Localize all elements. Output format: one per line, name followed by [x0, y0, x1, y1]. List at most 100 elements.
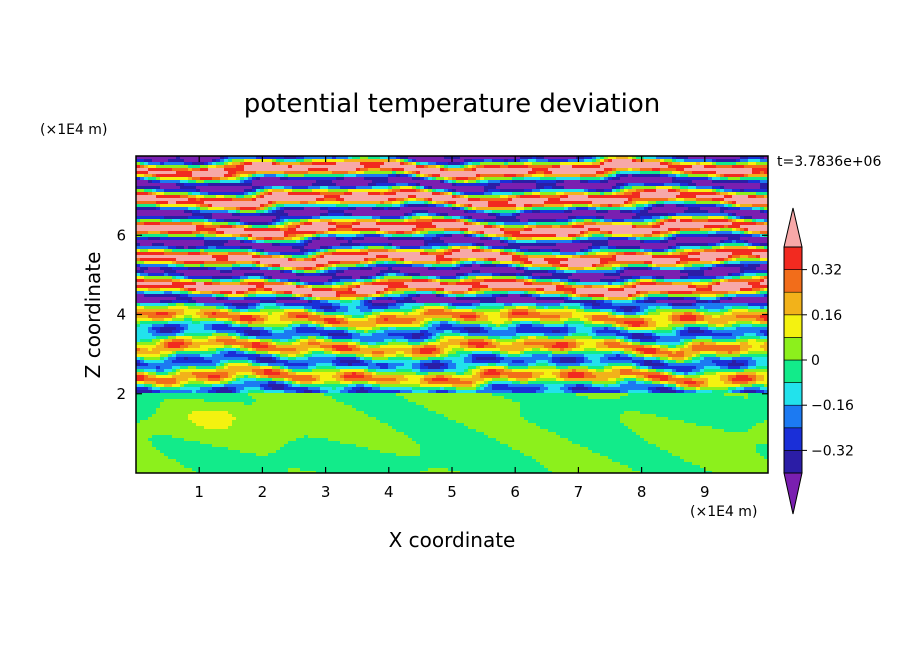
- field-cell: [312, 186, 317, 190]
- field-cell: [468, 219, 473, 223]
- field-cell: [588, 192, 593, 196]
- field-cell: [360, 177, 365, 181]
- field-cell: [664, 192, 669, 196]
- field-cell: [720, 246, 725, 250]
- field-cell: [644, 243, 649, 247]
- field-cell: [616, 168, 621, 172]
- field-cell: [732, 174, 737, 178]
- field-cell: [144, 186, 149, 190]
- field-cell: [480, 192, 485, 196]
- field-cell: [324, 159, 329, 163]
- field-cell: [444, 201, 449, 205]
- field-cell: [352, 186, 357, 190]
- field-cell: [696, 177, 701, 181]
- field-cell: [244, 162, 249, 166]
- field-cell: [420, 192, 425, 196]
- field-cell: [188, 213, 193, 217]
- field-cell: [680, 231, 685, 235]
- field-cell: [324, 186, 329, 190]
- field-cell: [580, 246, 585, 250]
- field-cell: [216, 243, 221, 247]
- field-cell: [148, 204, 153, 208]
- field-cell: [456, 201, 461, 205]
- field-cell: [196, 228, 201, 232]
- field-cell: [728, 165, 733, 169]
- field-cell: [336, 204, 341, 208]
- field-cell: [536, 183, 541, 187]
- field-cell: [604, 159, 609, 163]
- field-cell: [388, 228, 393, 232]
- field-cell: [192, 231, 197, 235]
- field-cell: [660, 201, 665, 205]
- field-cell: [532, 156, 537, 160]
- field-cell: [468, 228, 473, 232]
- field-cell: [156, 174, 161, 178]
- field-cell: [388, 168, 393, 172]
- field-cell: [764, 180, 768, 184]
- field-cell: [456, 240, 461, 244]
- field-cell: [356, 198, 361, 202]
- field-cell: [260, 225, 265, 229]
- field-cell: [720, 189, 725, 193]
- field-cell: [316, 174, 321, 178]
- field-cell: [172, 192, 177, 196]
- field-cell: [744, 231, 749, 235]
- field-cell: [148, 213, 153, 217]
- field-cell: [708, 204, 713, 208]
- field-cell: [276, 246, 281, 250]
- field-cell: [148, 165, 153, 169]
- field-cell: [136, 183, 141, 187]
- field-cell: [448, 234, 453, 238]
- field-cell: [432, 156, 437, 160]
- field-cell: [668, 207, 673, 211]
- field-cell: [748, 246, 753, 250]
- field-cell: [136, 237, 141, 241]
- field-cell: [516, 234, 521, 238]
- field-cell: [460, 228, 465, 232]
- field-cell: [548, 189, 553, 193]
- field-cell: [256, 225, 261, 229]
- field-cell: [640, 207, 645, 211]
- field-cell: [336, 228, 341, 232]
- field-cell: [764, 240, 768, 244]
- field-cell: [612, 237, 617, 241]
- field-cell: [136, 198, 141, 202]
- field-cell: [312, 168, 317, 172]
- field-cell: [288, 192, 293, 196]
- field-cell: [432, 216, 437, 220]
- field-cell: [184, 183, 189, 187]
- field-cell: [216, 216, 221, 220]
- field-cell: [220, 225, 225, 229]
- field-cell: [344, 156, 349, 160]
- field-cell: [672, 168, 677, 172]
- field-cell: [396, 207, 401, 211]
- field-cell: [616, 207, 621, 211]
- field-cell: [448, 168, 453, 172]
- field-cell: [340, 246, 345, 250]
- field-cell: [484, 240, 489, 244]
- field-cell: [680, 156, 685, 160]
- field-cell: [192, 249, 197, 253]
- field-cell: [148, 162, 153, 166]
- field-cell: [540, 243, 545, 247]
- field-cell: [336, 207, 341, 211]
- field-cell: [184, 213, 189, 217]
- field-cell: [616, 159, 621, 163]
- field-cell: [720, 156, 725, 160]
- field-cell: [248, 234, 253, 238]
- field-cell: [280, 192, 285, 196]
- field-cell: [580, 198, 585, 202]
- field-cell: [184, 171, 189, 175]
- field-cell: [524, 228, 529, 232]
- field-cell: [764, 189, 768, 193]
- field-cell: [404, 246, 409, 250]
- field-cell: [636, 213, 641, 217]
- field-cell: [292, 165, 297, 169]
- field-cell: [264, 222, 269, 226]
- field-cell: [640, 222, 645, 226]
- field-cell: [180, 186, 185, 190]
- field-cell: [496, 207, 501, 211]
- field-cell: [468, 198, 473, 202]
- field-cell: [604, 234, 609, 238]
- field-cell: [464, 219, 469, 223]
